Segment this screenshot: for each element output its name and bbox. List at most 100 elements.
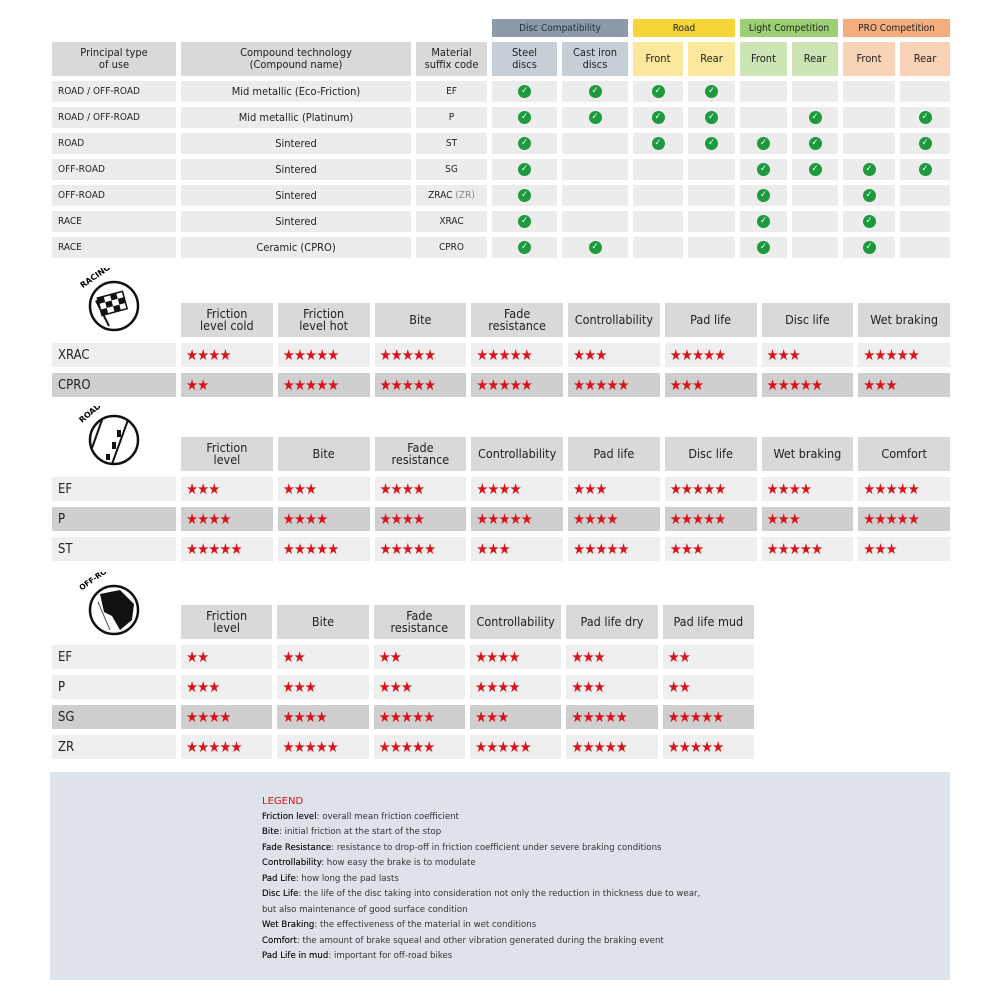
compat-cell: ✓	[688, 133, 735, 154]
star-rating: ★ ★ ★	[761, 343, 854, 367]
star-icon: ★	[907, 479, 920, 498]
star-icon: ★	[486, 737, 498, 756]
star-icon: ★	[197, 345, 209, 364]
star-icon: ★	[907, 509, 920, 528]
compatibility-table: Disc Compatibility Road Light Competition P…	[52, 19, 950, 258]
rating-header: Controllability	[470, 605, 562, 639]
star-icon: ★	[186, 345, 198, 364]
compat-cell: ✓	[740, 159, 787, 180]
star-icon: ★	[896, 509, 909, 528]
star-icon: ★	[208, 479, 220, 498]
star-icon: ★	[304, 737, 317, 756]
star-icon: ★	[208, 737, 220, 756]
star-icon: ★	[508, 647, 520, 666]
rating-header: Wet braking	[858, 303, 950, 337]
star-icon: ★	[863, 375, 875, 394]
star-icon: ★	[680, 539, 693, 558]
star-icon: ★	[788, 479, 801, 498]
star-icon: ★	[508, 677, 520, 696]
star-icon: ★	[509, 509, 522, 528]
legend-item: Bite: initial friction at the start of t…	[262, 825, 700, 841]
star-icon: ★	[412, 509, 425, 528]
star-icon: ★	[423, 345, 436, 364]
star-rating: ★ ★ ★ ★	[277, 507, 370, 531]
star-icon: ★	[498, 479, 510, 498]
star-icon: ★	[304, 345, 317, 364]
star-icon: ★	[593, 647, 606, 666]
star-icon: ★	[573, 509, 585, 528]
star-icon: ★	[863, 539, 875, 558]
star-icon: ★	[669, 539, 682, 558]
star-icon: ★	[389, 707, 402, 726]
check-icon: ✓	[518, 163, 531, 176]
compat-cell	[900, 185, 950, 206]
star-icon: ★	[412, 345, 425, 364]
rating-header: Controllability	[471, 437, 563, 471]
star-icon: ★	[885, 345, 897, 364]
star-icon: ★	[582, 707, 594, 726]
code-cell: XRAC	[416, 211, 487, 232]
star-icon: ★	[401, 509, 414, 528]
compat-cell	[633, 237, 683, 258]
star-rating: ★ ★	[277, 645, 369, 669]
column-header: Rear	[900, 42, 950, 76]
legend-panel: LEGEND Friction level: overall mean fric…	[50, 772, 950, 980]
star-icon: ★	[219, 345, 231, 364]
star-icon: ★	[400, 677, 413, 696]
star-rating: ★ ★ ★ ★ ★	[373, 705, 465, 729]
check-icon: ✓	[518, 111, 531, 124]
rating-header: Friction level	[181, 605, 273, 639]
rating-header: Bite	[277, 605, 369, 639]
star-icon: ★	[874, 509, 886, 528]
star-icon: ★	[293, 677, 305, 696]
compat-cell: ✓	[792, 133, 838, 154]
compound-code: ZR	[52, 735, 176, 759]
star-rating: ★ ★ ★	[858, 373, 950, 397]
star-rating: ★ ★	[181, 373, 273, 397]
star-rating: ★ ★ ★ ★ ★	[761, 537, 854, 561]
star-icon: ★	[520, 345, 533, 364]
compound-cell: Mid metallic (Platinum)	[181, 107, 411, 128]
check-icon: ✓	[808, 137, 822, 150]
column-header: Compound technology (Compound name)	[181, 42, 411, 76]
compat-cell	[792, 81, 838, 102]
star-icon: ★	[777, 479, 790, 498]
star-icon: ★	[401, 539, 414, 558]
star-icon: ★	[799, 375, 812, 394]
star-icon: ★	[379, 539, 392, 558]
rating-header: Disc life	[664, 437, 757, 471]
star-icon: ★	[475, 737, 487, 756]
star-icon: ★	[582, 737, 594, 756]
star-icon: ★	[497, 647, 509, 666]
star-rating: ★ ★ ★ ★ ★	[471, 343, 563, 367]
star-icon: ★	[423, 539, 436, 558]
star-icon: ★	[186, 677, 198, 696]
compat-cell: ✓	[492, 107, 557, 128]
star-rating: ★ ★ ★ ★ ★	[470, 735, 562, 759]
legend-item: Pad Life: how long the pad lasts	[262, 872, 700, 888]
star-icon: ★	[378, 737, 391, 756]
star-icon: ★	[378, 677, 391, 696]
star-icon: ★	[863, 509, 875, 528]
star-icon: ★	[606, 375, 618, 394]
star-rating: ★ ★ ★ ★	[181, 705, 273, 729]
legend-item: Friction level: overall mean friction co…	[262, 810, 700, 826]
star-icon: ★	[389, 737, 402, 756]
column-header: Principal type of use	[52, 42, 176, 76]
check-icon: ✓	[651, 111, 665, 124]
star-icon: ★	[689, 707, 702, 726]
legend-term: Fade Resistance	[262, 842, 332, 853]
star-icon: ★	[197, 539, 209, 558]
road-icon: ROAD	[78, 406, 140, 466]
rating-header: Pad life	[664, 303, 757, 337]
star-rating: ★ ★ ★ ★ ★	[471, 507, 563, 531]
star-icon: ★	[316, 509, 328, 528]
star-rating: ★ ★ ★ ★ ★	[277, 537, 370, 561]
star-icon: ★	[197, 677, 209, 696]
star-icon: ★	[390, 479, 403, 498]
star-icon: ★	[497, 677, 509, 696]
compound-code: P	[52, 507, 176, 531]
compat-cell	[843, 133, 895, 154]
star-rating: ★ ★ ★ ★ ★	[373, 735, 465, 759]
compound-code: SG	[52, 705, 176, 729]
